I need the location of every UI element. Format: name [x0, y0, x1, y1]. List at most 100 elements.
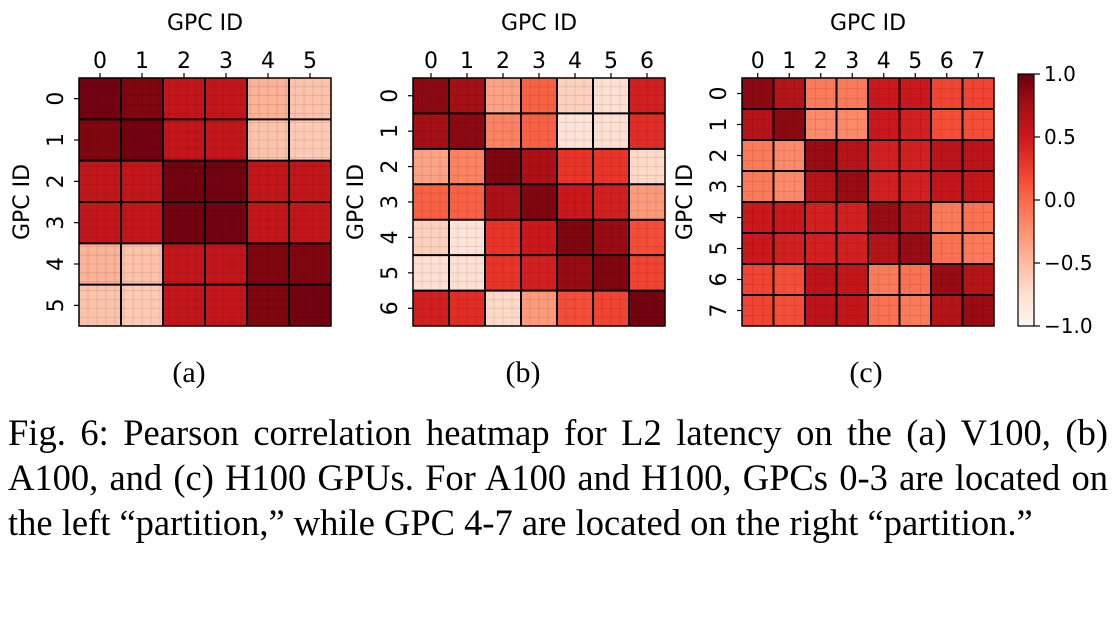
panel-label: (b): [506, 356, 541, 389]
y-tick-label: 5: [378, 266, 403, 280]
heatmap-cell: [868, 140, 900, 171]
heatmap-cell: [931, 78, 963, 109]
heatmap-cell: [629, 113, 665, 149]
heatmap-cell: [521, 219, 557, 256]
y-tick-label: 4: [707, 211, 732, 225]
heatmap-cell: [557, 184, 593, 220]
heatmap-cell: [521, 148, 557, 185]
heatmap-cell: [79, 119, 121, 161]
heatmap-cell: [593, 148, 629, 185]
heatmap-cell: [836, 295, 868, 326]
heatmap-cell: [868, 171, 900, 202]
heatmap-cell: [449, 78, 485, 114]
x-tick-label: 4: [568, 49, 582, 74]
x-tick-label: 6: [640, 49, 654, 74]
heatmap-cell: [962, 171, 994, 202]
heatmap-cell: [485, 219, 521, 256]
heatmap-cell: [805, 233, 837, 264]
heatmap-cell: [629, 219, 665, 256]
heatmap-cell: [593, 219, 629, 256]
heatmap-cell: [593, 255, 629, 291]
heatmap-cell: [289, 243, 331, 285]
heatmap-cell: [805, 264, 837, 295]
heatmap-cell: [449, 184, 485, 220]
heatmap-cell: [121, 202, 163, 244]
heatmap-cell: [413, 113, 449, 149]
heatmap-cell: [163, 119, 205, 161]
heatmap-cell: [773, 109, 805, 140]
heatmap-cell: [79, 202, 121, 244]
x-tick-label: 1: [135, 49, 149, 74]
heatmap-cell: [247, 243, 289, 285]
heatmap-cell: [413, 290, 449, 326]
y-tick-label: 0: [378, 89, 403, 103]
heatmap-cell: [742, 171, 774, 202]
figure-caption: Fig. 6: Pearson correlation heatmap for …: [8, 412, 1108, 543]
heatmap-cell: [521, 255, 557, 291]
heatmap-cell: [121, 284, 163, 326]
heatmap-cell: [485, 148, 521, 185]
heatmap-cell: [899, 295, 931, 326]
heatmap-cell: [557, 78, 593, 114]
heatmap-cell: [289, 78, 331, 120]
heatmap-cell: [485, 290, 521, 326]
heatmap-cell: [521, 113, 557, 149]
heatmap-cell: [931, 140, 963, 171]
y-tick-label: 6: [707, 273, 732, 287]
heatmap-cell: [899, 264, 931, 295]
heatmap-cell: [899, 233, 931, 264]
x-tick-label: 3: [532, 49, 546, 74]
y-axis-label: GPC ID: [344, 164, 369, 240]
heatmap-cell: [742, 264, 774, 295]
heatmap-cell: [205, 284, 247, 326]
y-tick-label: 1: [44, 133, 69, 147]
x-tick-label: 2: [814, 49, 828, 74]
colorbar-tick-label: −0.5: [1044, 251, 1093, 275]
x-tick-label: 6: [940, 49, 954, 74]
heatmap-cell: [121, 160, 163, 202]
heatmap-cell: [413, 219, 449, 256]
heatmap-cell: [868, 78, 900, 109]
heatmap-cell: [836, 78, 868, 109]
heatmap-cell: [557, 255, 593, 291]
x-tick-label: 5: [604, 49, 618, 74]
heatmap-cell: [205, 243, 247, 285]
heatmap-cell: [247, 119, 289, 161]
x-tick-label: 1: [782, 49, 796, 74]
heatmap-cell: [593, 78, 629, 114]
heatmap-cell: [413, 255, 449, 291]
heatmap-cell: [413, 184, 449, 220]
heatmap-cell: [485, 78, 521, 114]
heatmap-cell: [413, 148, 449, 185]
x-tick-label: 5: [908, 49, 922, 74]
heatmap-cell: [121, 119, 163, 161]
heatmap-cell: [836, 202, 868, 233]
x-tick-label: 2: [177, 49, 191, 74]
heatmap-cell: [962, 295, 994, 326]
y-tick-label: 4: [44, 257, 69, 271]
heatmap-cell: [289, 119, 331, 161]
heatmap-cell: [289, 202, 331, 244]
heatmap-cell: [247, 160, 289, 202]
heatmap-cell: [773, 140, 805, 171]
x-tick-label: 4: [261, 49, 275, 74]
heatmap-cell: [868, 233, 900, 264]
heatmap-frame: [78, 77, 332, 327]
heatmap-cell: [205, 78, 247, 120]
heatmap-cell: [836, 233, 868, 264]
x-tick-label: 3: [219, 49, 233, 74]
heatmap-cell: [79, 160, 121, 202]
heatmap-cell: [449, 148, 485, 185]
heatmap-cell: [521, 290, 557, 326]
heatmap-cell: [121, 243, 163, 285]
heatmap-cell: [773, 78, 805, 109]
y-tick-label: 3: [707, 180, 732, 194]
heatmap-cell: [485, 184, 521, 220]
heatmap-cell: [79, 284, 121, 326]
heatmap-cell: [289, 160, 331, 202]
cell-block-grid: [413, 78, 665, 326]
x-tick-label: 0: [424, 49, 438, 74]
y-tick-label: 0: [707, 87, 732, 101]
heatmap-cell: [962, 109, 994, 140]
